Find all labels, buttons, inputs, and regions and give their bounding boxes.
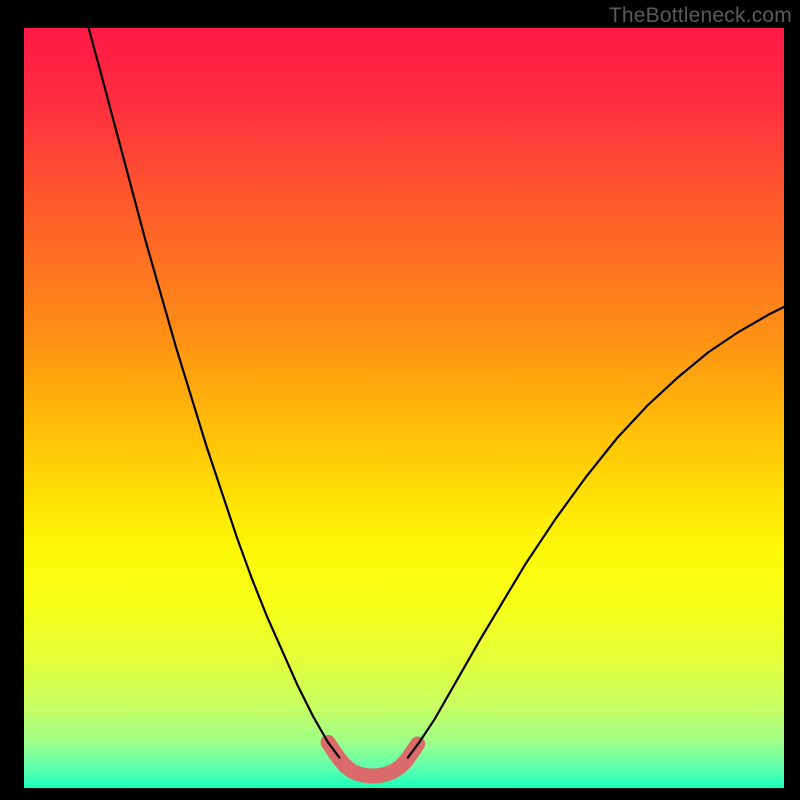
watermark-text: TheBottleneck.com xyxy=(609,4,792,28)
curve-left-branch xyxy=(89,28,340,758)
curve-layer xyxy=(24,28,784,788)
plot-area xyxy=(24,28,784,788)
chart-container: TheBottleneck.com xyxy=(0,0,800,800)
curve-right-branch xyxy=(408,307,784,758)
highlight-band xyxy=(328,742,418,775)
